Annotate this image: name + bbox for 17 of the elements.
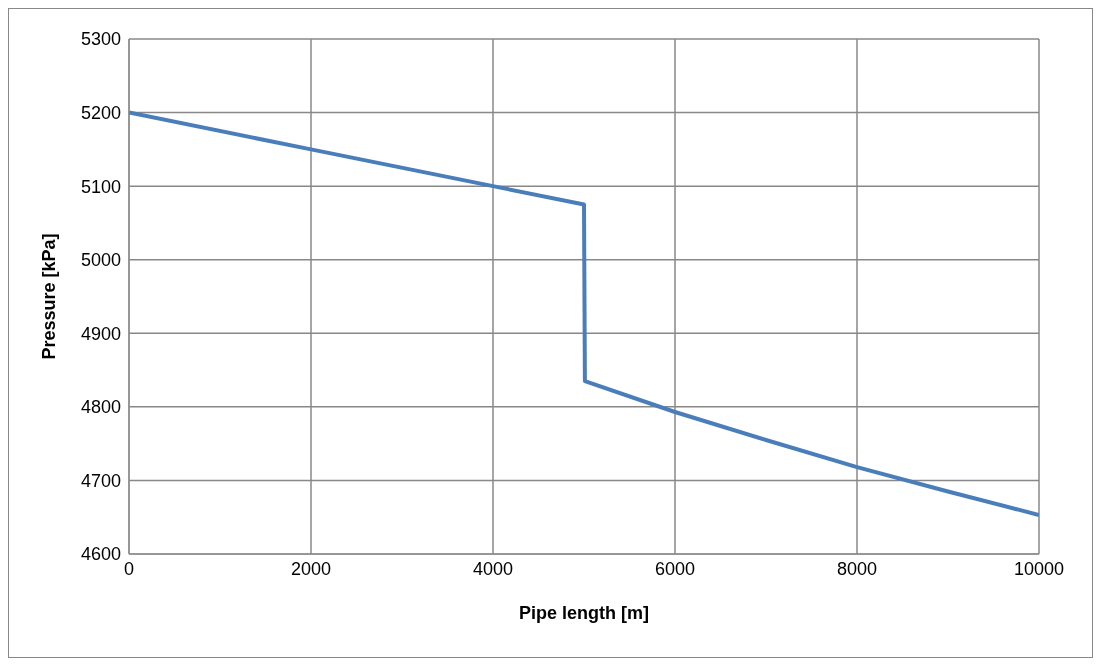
x-tick-label: 8000: [836, 558, 878, 579]
x-tick-label: 2000: [290, 558, 332, 579]
y-tick-label: 5300: [80, 29, 121, 50]
y-tick-label: 5000: [80, 250, 121, 271]
x-tick-label: 0: [123, 558, 135, 579]
y-tick-label: 4800: [80, 397, 121, 418]
x-axis-title: Pipe length [m]: [519, 603, 649, 623]
y-tick-label: 4900: [80, 323, 121, 344]
x-tick-label: 6000: [654, 558, 696, 579]
y-tick-label: 5100: [80, 176, 121, 197]
x-tick-label: 10000: [1013, 558, 1065, 579]
y-axis-title: Pressure [kPa]: [39, 233, 60, 360]
y-tick-label: 4700: [80, 470, 121, 491]
y-tick-label: 5200: [80, 102, 121, 123]
line-series: [129, 110, 1039, 518]
x-tick-label: 4000: [472, 558, 514, 579]
y-tick-label: 4600: [80, 544, 121, 565]
